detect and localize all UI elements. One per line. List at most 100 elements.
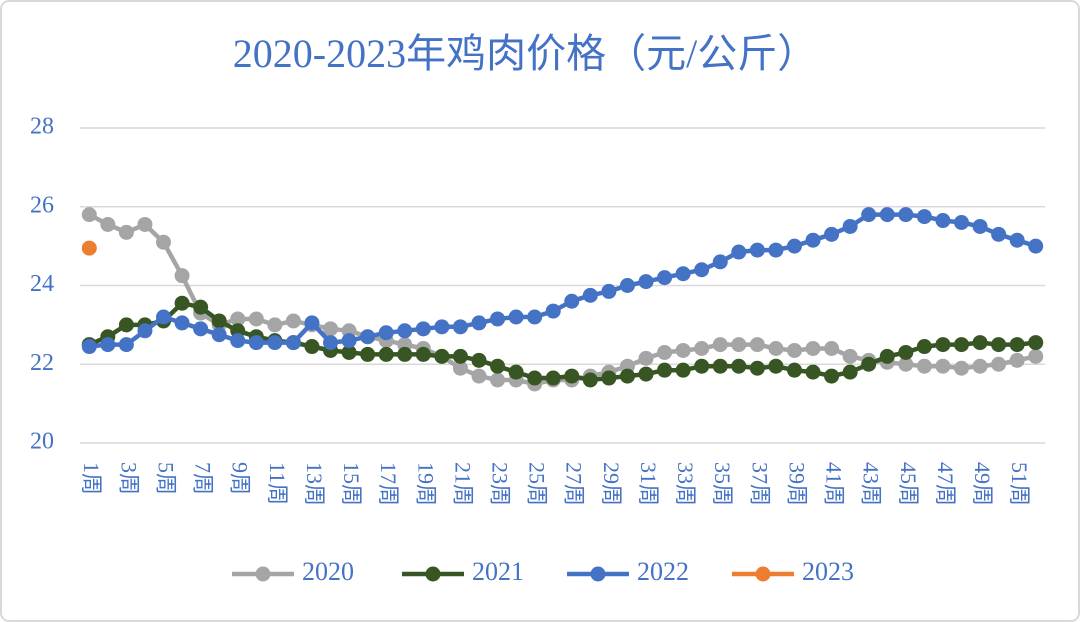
series-marker [397, 346, 413, 362]
series-marker [842, 364, 858, 380]
x-tick-label: 7周 [191, 462, 216, 495]
legend-marker [255, 566, 271, 582]
series-marker [248, 335, 264, 351]
series-marker [1028, 348, 1044, 364]
x-tick-label: 27周 [562, 462, 587, 506]
series-marker [582, 372, 598, 388]
series-marker [638, 366, 654, 382]
series-line [89, 212, 1037, 349]
series-marker [916, 358, 932, 374]
series-marker [118, 337, 134, 353]
series-marker [397, 323, 413, 339]
x-tick-label: 15周 [339, 462, 364, 506]
x-tick-label: 33周 [673, 462, 698, 506]
series-marker [527, 309, 543, 325]
series-marker [323, 321, 339, 337]
y-tick-label: 28 [30, 114, 54, 140]
series-marker [712, 358, 728, 374]
series-marker [434, 319, 450, 335]
series-marker [267, 335, 283, 351]
legend-label: 2022 [637, 557, 689, 586]
series-marker [471, 315, 487, 331]
series-marker [638, 350, 654, 366]
series-marker [211, 327, 227, 343]
x-tick-label: 39周 [784, 462, 809, 506]
series-marker [415, 321, 431, 337]
series-marker [230, 333, 246, 349]
series-marker [285, 335, 301, 351]
series-marker [1009, 232, 1025, 248]
series-marker [267, 317, 283, 333]
series-marker [452, 360, 468, 376]
series-marker [935, 358, 951, 374]
x-tick-label: 17周 [376, 462, 401, 506]
x-tick-label: 19周 [413, 462, 438, 506]
series-marker [174, 295, 190, 311]
series-marker [378, 346, 394, 362]
series-marker [230, 311, 246, 327]
series-marker [657, 344, 673, 360]
x-tick-label: 1周 [79, 462, 104, 495]
x-tick-label: 37周 [747, 462, 772, 506]
x-tick-label: 43周 [859, 462, 884, 506]
series-marker [749, 242, 765, 258]
x-tick-label: 13周 [302, 462, 327, 506]
series-marker [861, 207, 877, 223]
series-marker [619, 368, 635, 384]
series-marker [731, 337, 747, 353]
y-tick-label: 22 [30, 350, 54, 376]
series-marker [118, 317, 134, 333]
series-marker [564, 293, 580, 309]
series-marker [582, 287, 598, 303]
series-marker [694, 262, 710, 278]
series-marker [842, 348, 858, 364]
series-marker [156, 234, 172, 250]
series-marker [434, 348, 450, 364]
series-marker [991, 356, 1007, 372]
y-tick-label: 20 [30, 429, 54, 455]
x-tick-label: 49周 [970, 462, 995, 506]
x-tick-label: 25周 [525, 462, 550, 506]
series-marker [193, 299, 209, 315]
series-marker [452, 348, 468, 364]
series-marker [174, 315, 190, 331]
chart-title: 2020-2023年鸡肉价格（元/公斤） [233, 31, 817, 76]
legend-label: 2020 [302, 557, 354, 586]
series-marker [953, 360, 969, 376]
series-marker [527, 370, 543, 386]
x-tick-label: 47周 [933, 462, 958, 506]
series-marker [898, 207, 914, 223]
series-marker [248, 311, 264, 327]
series-marker [861, 356, 877, 372]
series-marker [972, 218, 988, 234]
series-marker [564, 368, 580, 384]
series-marker [768, 358, 784, 374]
series-marker [842, 218, 858, 234]
series-marker [657, 270, 673, 286]
series-marker [786, 362, 802, 378]
series-line [88, 300, 1036, 383]
legend-label: 2021 [472, 557, 524, 586]
series-marker [824, 368, 840, 384]
x-tick-label: 3周 [116, 462, 141, 495]
x-tick-label: 31周 [636, 462, 661, 506]
x-tick-label: 41周 [822, 462, 847, 506]
legend-marker [425, 566, 441, 582]
series-marker [768, 242, 784, 258]
series-marker [824, 226, 840, 242]
series-marker [471, 352, 487, 368]
series-marker [675, 266, 691, 282]
y-tick-label: 26 [30, 192, 54, 218]
series-marker [360, 346, 376, 362]
series-marker [824, 341, 840, 356]
series-marker [805, 364, 821, 380]
series-marker [304, 315, 320, 331]
series-marker [415, 346, 431, 362]
series-marker [156, 309, 172, 325]
series-marker [786, 238, 802, 254]
x-tick-label: 5周 [153, 462, 178, 495]
series-marker [545, 370, 561, 386]
series-marker [638, 274, 654, 290]
series-marker [471, 368, 487, 384]
